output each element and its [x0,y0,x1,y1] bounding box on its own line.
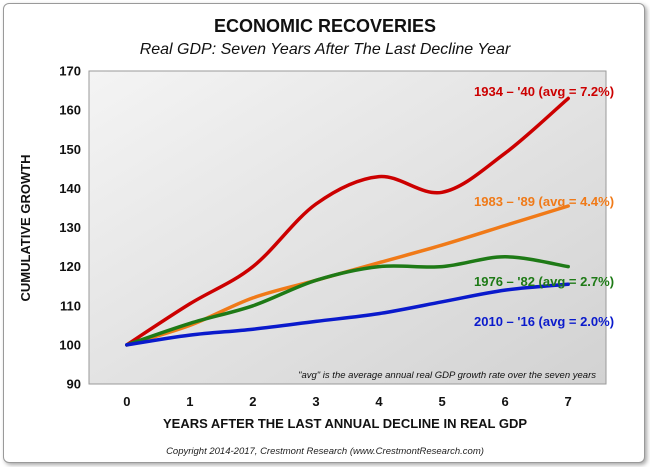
y-tick-label: 160 [59,103,81,118]
x-axis-ticks: 0 1 2 3 4 5 6 7 [123,394,572,409]
y-tick-label: 90 [67,377,81,392]
x-tick-label: 3 [312,394,319,409]
avg-footnote: "avg" is the average annual real GDP gro… [298,370,596,381]
x-tick-label: 6 [502,394,509,409]
x-tick-label: 2 [249,394,256,409]
series-line-2010 [125,282,570,347]
x-tick-label: 0 [123,394,130,409]
series-label-1983: 1983 – '89 (avg = 4.4%) [474,194,614,209]
series-line-1934 [125,96,570,347]
series-label-1976: 1976 – '82 (avg = 2.7%) [474,274,614,289]
y-tick-label: 120 [59,259,81,274]
series-lines [125,96,570,347]
copyright-notice: Copyright 2014-2017, Crestmont Research … [166,446,484,457]
x-tick-label: 5 [438,394,445,409]
y-axis-title: CUMULATIVE GROWTH [18,154,33,301]
series-label-2010: 2010 – '16 (avg = 2.0%) [474,314,614,329]
x-tick-label: 4 [375,394,383,409]
x-axis-title: YEARS AFTER THE LAST ANNUAL DECLINE IN R… [163,416,527,431]
x-tick-label: 7 [565,394,572,409]
y-tick-label: 110 [60,298,81,313]
y-tick-label: 100 [59,337,81,352]
series-line-1976 [125,255,570,347]
chart-title: ECONOMIC RECOVERIES [213,16,437,36]
y-tick-label: 140 [59,181,81,196]
y-tick-label: 170 [59,64,81,79]
series-label-1934: 1934 – '40 (avg = 7.2%) [474,84,614,99]
y-axis-ticks: 90 100 110 120 130 140 150 160 170 [59,64,81,392]
y-tick-label: 130 [59,220,81,235]
x-tick-label: 1 [186,394,193,409]
chart-subtitle: Real GDP: Seven Years After The Last Dec… [139,41,511,58]
y-tick-label: 150 [59,142,81,157]
